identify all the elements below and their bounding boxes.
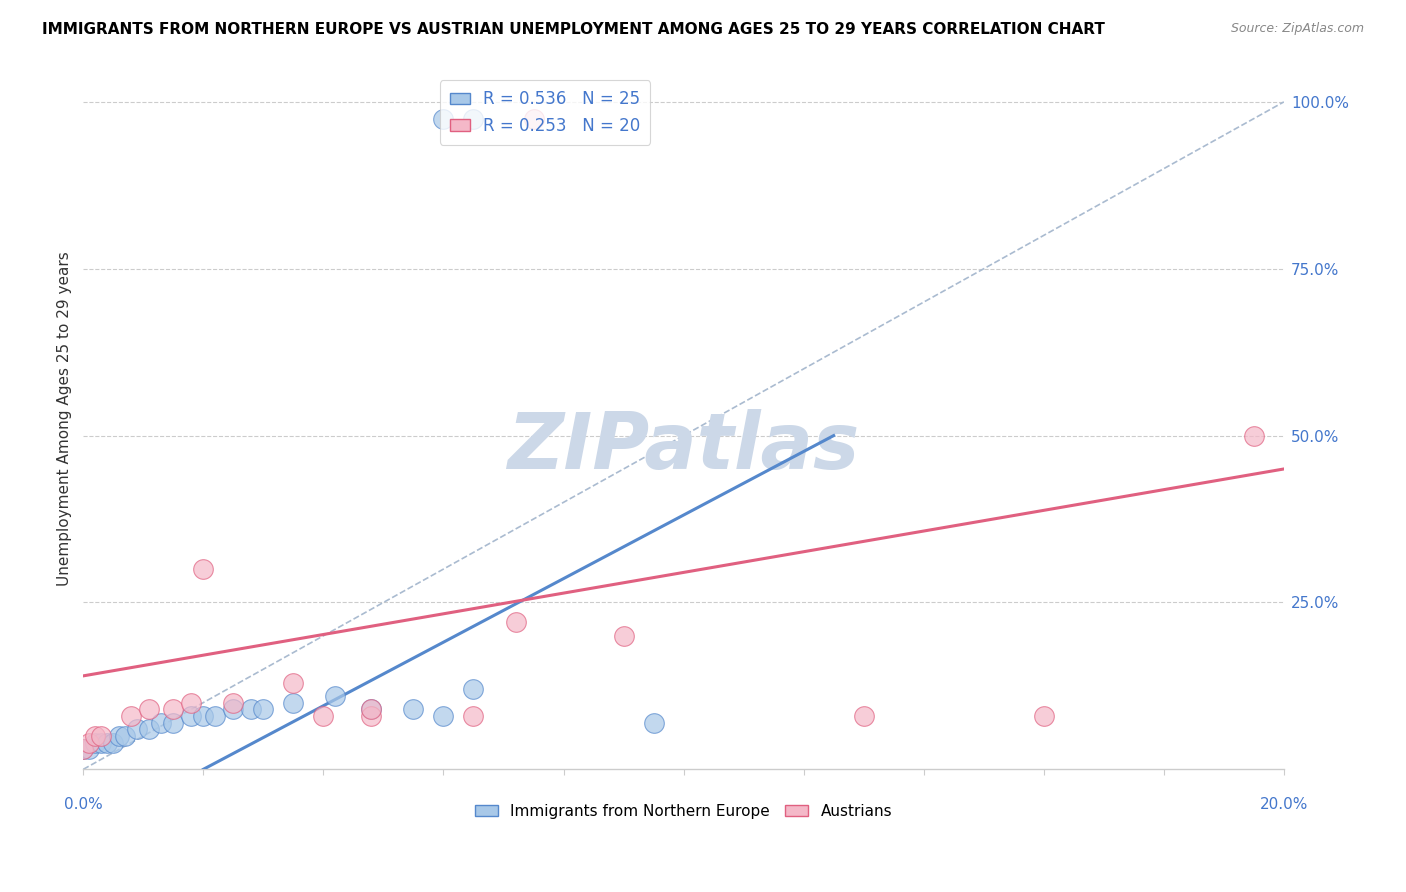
Y-axis label: Unemployment Among Ages 25 to 29 years: Unemployment Among Ages 25 to 29 years bbox=[58, 252, 72, 586]
Point bbox=[90, 729, 112, 743]
Point bbox=[463, 112, 485, 126]
Point bbox=[180, 696, 202, 710]
Legend: Immigrants from Northern Europe, Austrians: Immigrants from Northern Europe, Austria… bbox=[470, 797, 898, 825]
Point bbox=[96, 736, 118, 750]
Point bbox=[432, 709, 454, 723]
Point bbox=[1032, 709, 1054, 723]
Point bbox=[312, 709, 335, 723]
Point bbox=[432, 112, 454, 126]
Point bbox=[193, 709, 215, 723]
Point bbox=[283, 696, 305, 710]
Point bbox=[108, 729, 131, 743]
Point bbox=[72, 742, 94, 756]
Point bbox=[222, 702, 245, 716]
Point bbox=[1243, 428, 1265, 442]
Point bbox=[79, 742, 101, 756]
Point bbox=[612, 629, 634, 643]
Text: IMMIGRANTS FROM NORTHERN EUROPE VS AUSTRIAN UNEMPLOYMENT AMONG AGES 25 TO 29 YEA: IMMIGRANTS FROM NORTHERN EUROPE VS AUSTR… bbox=[42, 22, 1105, 37]
Point bbox=[240, 702, 263, 716]
Point bbox=[162, 715, 184, 730]
Point bbox=[360, 709, 382, 723]
Point bbox=[505, 615, 527, 630]
Point bbox=[402, 702, 425, 716]
Point bbox=[360, 702, 382, 716]
Text: 20.0%: 20.0% bbox=[1260, 797, 1308, 813]
Point bbox=[325, 689, 347, 703]
Point bbox=[72, 742, 94, 756]
Text: ZIPatlas: ZIPatlas bbox=[508, 409, 859, 485]
Point bbox=[252, 702, 274, 716]
Point bbox=[204, 709, 226, 723]
Point bbox=[90, 736, 112, 750]
Point bbox=[180, 709, 202, 723]
Point bbox=[193, 562, 215, 576]
Point bbox=[84, 736, 107, 750]
Point bbox=[84, 729, 107, 743]
Point bbox=[222, 696, 245, 710]
Point bbox=[79, 736, 101, 750]
Point bbox=[283, 675, 305, 690]
Text: 0.0%: 0.0% bbox=[63, 797, 103, 813]
Point bbox=[463, 709, 485, 723]
Text: Source: ZipAtlas.com: Source: ZipAtlas.com bbox=[1230, 22, 1364, 36]
Point bbox=[138, 723, 160, 737]
Point bbox=[150, 715, 173, 730]
Point bbox=[643, 715, 665, 730]
Point bbox=[360, 702, 382, 716]
Point bbox=[127, 723, 149, 737]
Point bbox=[138, 702, 160, 716]
Point bbox=[162, 702, 184, 716]
Point bbox=[852, 709, 875, 723]
Point bbox=[120, 709, 142, 723]
Point bbox=[114, 729, 136, 743]
Point bbox=[103, 736, 125, 750]
Point bbox=[522, 112, 544, 126]
Point bbox=[463, 682, 485, 697]
